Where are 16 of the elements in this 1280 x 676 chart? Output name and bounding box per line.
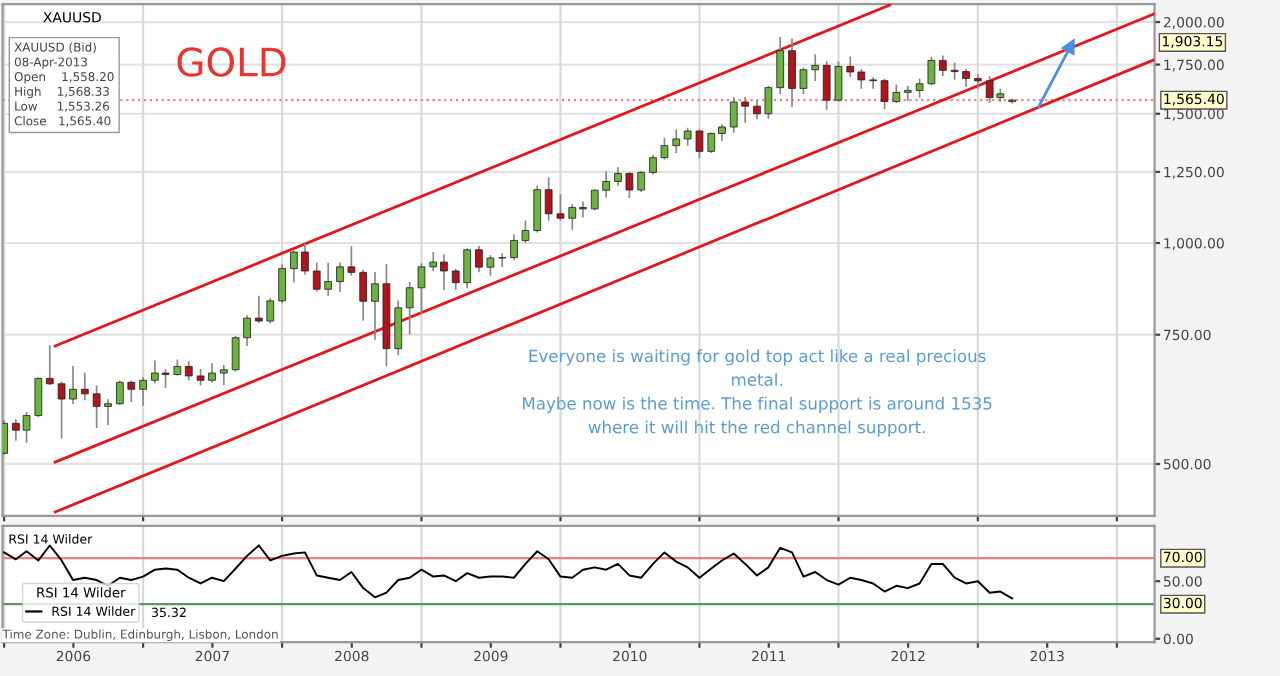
candlestick: [2, 420, 8, 455]
candlestick: [80, 372, 89, 401]
candlestick: [219, 365, 228, 386]
candlestick: [938, 55, 947, 76]
candlestick: [903, 86, 912, 102]
candlestick: [278, 264, 286, 304]
candlestick: [498, 253, 507, 267]
candlestick: [776, 37, 785, 95]
line-series: [3, 544, 1014, 600]
candlestick: [974, 74, 982, 89]
text: GOLD: [177, 47, 286, 77]
candlestick: [139, 377, 147, 406]
candlestick: [637, 171, 646, 192]
candlestick: [359, 269, 368, 321]
annotation: Everyone is waiting for gold top act like a real precious metal. Maybe now is the time. The final support is around 1535 where it will hit the red channel support.: [523, 349, 992, 437]
candlestick: [45, 345, 54, 386]
